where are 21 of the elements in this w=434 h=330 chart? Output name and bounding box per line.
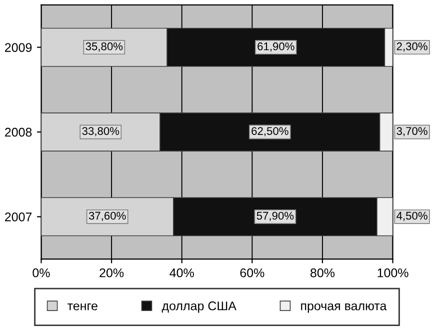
data-label: 61,90% — [258, 42, 294, 52]
y-tick-label: 2008 — [5, 128, 32, 137]
data-label: 2,30% — [396, 42, 428, 52]
y-tick-label: 2007 — [5, 212, 32, 222]
x-tick-label: 40% — [170, 268, 194, 278]
legend-label: тенге — [68, 303, 98, 310]
y-tick-label: 2009 — [5, 43, 32, 52]
data-label: 57,90% — [256, 212, 294, 221]
x-tick-label: 20% — [100, 268, 124, 278]
x-tick-label: 0% — [32, 268, 50, 278]
legend-label: прочая валюта — [301, 303, 387, 313]
data-label: 62,50% — [252, 127, 288, 136]
x-tick-label: 60% — [240, 268, 264, 278]
data-label: 3,70% — [396, 127, 428, 136]
x-tick-label: 100% — [378, 268, 408, 278]
data-label: 35,80% — [86, 42, 123, 52]
data-label: 37,60% — [88, 212, 126, 221]
x-tick-label: 80% — [310, 268, 335, 278]
data-label: 4,50% — [396, 212, 428, 221]
data-label: 33,80% — [82, 127, 120, 136]
legend-label: доллар США — [162, 301, 236, 313]
